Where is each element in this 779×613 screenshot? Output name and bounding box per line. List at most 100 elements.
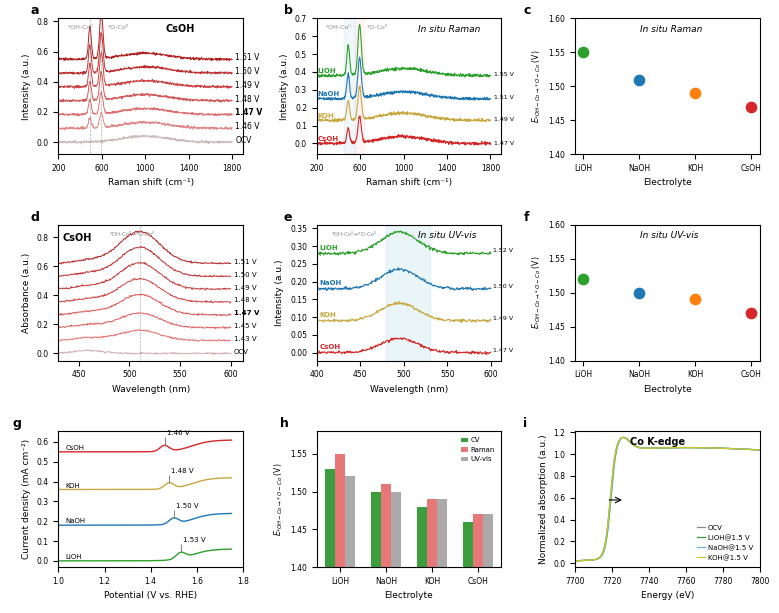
OCV	[660, 444, 669, 452]
LiOH@1.5 V	[722, 444, 731, 452]
Text: h: h	[280, 417, 289, 430]
Text: NaOH: NaOH	[318, 91, 340, 97]
KOH@1.5 V	[619, 434, 628, 441]
Text: CsOH: CsOH	[65, 445, 84, 451]
Text: KOH: KOH	[318, 113, 334, 118]
Text: In situ UV-vis: In situ UV-vis	[418, 231, 477, 240]
X-axis label: Electrolyte: Electrolyte	[643, 178, 692, 188]
NaOH@1.5 V	[751, 446, 760, 454]
X-axis label: Raman shift (cm⁻¹): Raman shift (cm⁻¹)	[108, 178, 194, 188]
Text: CsOH: CsOH	[62, 233, 91, 243]
Bar	[371, 492, 381, 613]
NaOH@1.5 V	[681, 444, 690, 451]
Bar	[344, 18, 354, 154]
Bar	[473, 514, 483, 613]
KOH@1.5 V	[755, 446, 764, 454]
Y-axis label: Absorbance (a.u.): Absorbance (a.u.)	[22, 253, 31, 333]
X-axis label: Wavelength (nm): Wavelength (nm)	[370, 385, 448, 394]
Y-axis label: $E_{*OH-Co\rightarrow *O-Co}$ (V): $E_{*OH-Co\rightarrow *O-Co}$ (V)	[272, 462, 284, 536]
Text: Co K-edge: Co K-edge	[630, 437, 686, 447]
Text: 1.49 V: 1.49 V	[235, 81, 260, 89]
Legend: CV, Raman, UV-vis: CV, Raman, UV-vis	[458, 435, 498, 465]
LiOH@1.5 V	[570, 557, 580, 565]
LiOH@1.5 V	[755, 446, 764, 454]
Text: 1.49 V: 1.49 V	[493, 316, 513, 321]
Bar	[437, 499, 447, 613]
Text: 1.49 V: 1.49 V	[234, 284, 256, 291]
Line: NaOH@1.5 V: NaOH@1.5 V	[575, 438, 760, 561]
X-axis label: Electrolyte: Electrolyte	[385, 592, 433, 600]
Line: KOH@1.5 V: KOH@1.5 V	[575, 438, 760, 561]
Text: *OH-Coᴵᴵ→*O-Coᴵᴵ: *OH-Coᴵᴵ→*O-Coᴵᴵ	[110, 232, 155, 237]
LiOH@1.5 V	[671, 444, 680, 451]
Bar	[345, 476, 355, 613]
Text: *OH-Coᴵᴵ: *OH-Coᴵᴵ	[326, 25, 351, 30]
Y-axis label: Intensity (a.u.): Intensity (a.u.)	[22, 53, 31, 120]
Bar	[381, 484, 391, 613]
Legend: OCV, LiOH@1.5 V, NaOH@1.5 V, KOH@1.5 V: OCV, LiOH@1.5 V, NaOH@1.5 V, KOH@1.5 V	[694, 522, 756, 563]
Text: LiOH: LiOH	[65, 554, 82, 560]
Text: 1.46 V: 1.46 V	[235, 122, 260, 131]
Bar	[386, 225, 430, 360]
Text: OCV: OCV	[235, 136, 252, 145]
Point	[689, 88, 701, 98]
Text: 1.50 V: 1.50 V	[493, 284, 513, 289]
Y-axis label: Intensity (a.u.): Intensity (a.u.)	[276, 259, 284, 326]
LiOH@1.5 V	[751, 446, 760, 454]
Text: 1.48 V: 1.48 V	[234, 297, 256, 303]
Y-axis label: Intensity (a.u.): Intensity (a.u.)	[280, 53, 289, 120]
OCV	[751, 446, 760, 454]
Point	[633, 75, 646, 85]
Y-axis label: Current density (mA cm⁻²): Current density (mA cm⁻²)	[22, 439, 31, 559]
Text: c: c	[523, 4, 530, 17]
KOH@1.5 V	[660, 444, 669, 452]
X-axis label: Electrolyte: Electrolyte	[643, 385, 692, 394]
Bar	[391, 492, 401, 613]
Text: NaOH: NaOH	[65, 518, 86, 524]
Text: b: b	[284, 4, 292, 17]
Text: g: g	[12, 417, 21, 430]
Bar	[427, 499, 437, 613]
Point	[745, 308, 757, 318]
Text: f: f	[523, 211, 529, 224]
OCV	[570, 557, 580, 565]
Text: 1.45 V: 1.45 V	[234, 323, 256, 329]
Point	[689, 295, 701, 305]
Y-axis label: $E_{*OH-Co\rightarrow *O-Co}$ (V): $E_{*OH-Co\rightarrow *O-Co}$ (V)	[530, 50, 543, 123]
Text: 1.47 V: 1.47 V	[235, 109, 263, 118]
Text: 1.43 V: 1.43 V	[234, 336, 256, 342]
Text: 1.55 V: 1.55 V	[494, 72, 513, 77]
Text: 1.52 V: 1.52 V	[493, 248, 513, 253]
OCV	[671, 444, 680, 451]
Text: In situ Raman: In situ Raman	[640, 25, 702, 34]
KOH@1.5 V	[658, 444, 668, 452]
Text: *O-Coᴵᴵ: *O-Coᴵᴵ	[367, 25, 387, 30]
Bar	[417, 507, 427, 613]
Point	[633, 288, 646, 298]
Text: a: a	[30, 4, 39, 17]
Text: CsOH: CsOH	[165, 24, 195, 34]
LiOH@1.5 V	[681, 444, 690, 451]
LiOH@1.5 V	[619, 434, 628, 441]
NaOH@1.5 V	[722, 444, 731, 452]
NaOH@1.5 V	[660, 444, 669, 452]
Text: 1.47 V: 1.47 V	[493, 348, 513, 353]
OCV	[618, 434, 627, 441]
Text: *O-Coᴵᴵ: *O-Coᴵᴵ	[108, 25, 129, 30]
Text: 1.49 V: 1.49 V	[494, 116, 514, 121]
Text: 1.51 V: 1.51 V	[494, 96, 513, 101]
Text: KOH: KOH	[65, 482, 80, 489]
KOH@1.5 V	[570, 557, 580, 565]
Text: OCV: OCV	[234, 349, 249, 355]
OCV	[755, 446, 764, 454]
OCV	[722, 444, 731, 452]
Text: 1.53 V: 1.53 V	[183, 538, 206, 543]
Line: LiOH@1.5 V: LiOH@1.5 V	[575, 438, 760, 561]
Text: CsOH: CsOH	[319, 344, 340, 350]
Text: *OH-Coᴵᴵ→*O-Coᴵᴵ: *OH-Coᴵᴵ→*O-Coᴵᴵ	[332, 232, 376, 237]
X-axis label: Wavelength (nm): Wavelength (nm)	[111, 385, 190, 394]
KOH@1.5 V	[671, 444, 680, 451]
LiOH@1.5 V	[660, 444, 669, 452]
Bar	[325, 469, 335, 613]
Bar	[354, 18, 365, 154]
